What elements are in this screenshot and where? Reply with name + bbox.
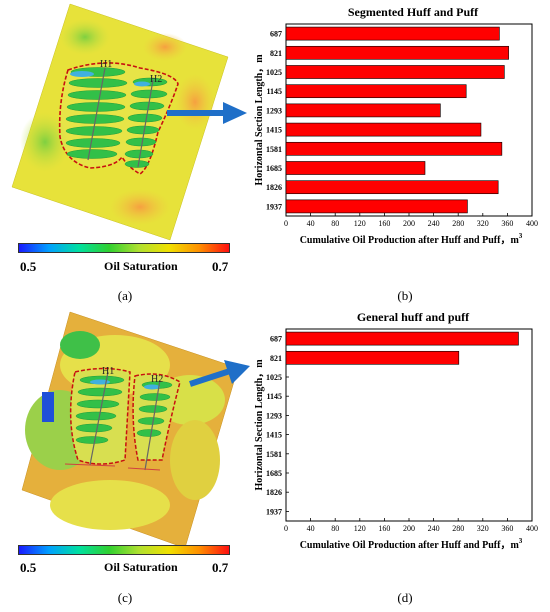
x-tick-label: 240 bbox=[428, 219, 440, 228]
x-tick-label: 360 bbox=[501, 219, 513, 228]
well-h1-label: H1 bbox=[102, 366, 114, 377]
caption-a: (a) bbox=[117, 288, 133, 303]
y-tick-label: 1415 bbox=[266, 126, 282, 135]
x-tick-label: 280 bbox=[452, 524, 464, 533]
x-tick-label: 0 bbox=[284, 219, 288, 228]
color-scale-max: 0.7 bbox=[212, 259, 229, 274]
bar bbox=[285, 331, 519, 346]
caption-c: (c) bbox=[117, 590, 133, 605]
fracture-marks bbox=[64, 463, 161, 471]
x-tick-label: 280 bbox=[452, 219, 464, 228]
color-scale-bar bbox=[18, 545, 230, 555]
x-tick-label: 320 bbox=[477, 219, 489, 228]
y-tick-label: 687 bbox=[270, 30, 282, 39]
bar bbox=[285, 45, 509, 60]
x-tick-label: 120 bbox=[354, 219, 366, 228]
segmented-fracture-stripes bbox=[65, 67, 168, 168]
y-tick-label: 1826 bbox=[266, 183, 282, 192]
x-axis-title: Cumulative Oil Production after Huff and… bbox=[300, 537, 523, 551]
chart-title: General huff and puff bbox=[357, 310, 470, 324]
y-tick-label: 1293 bbox=[266, 411, 282, 420]
oil-saturation-map-general: H1 H2 bbox=[21, 311, 239, 549]
y-tick-label: 1937 bbox=[266, 507, 282, 516]
x-tick-label: 200 bbox=[403, 219, 415, 228]
y-tick-label: 1293 bbox=[266, 106, 282, 115]
color-scale-title: Oil Saturation bbox=[104, 259, 178, 273]
x-tick-label: 120 bbox=[354, 524, 366, 533]
x-axis-title-superscript: 3 bbox=[519, 232, 523, 240]
y-tick-label: 1145 bbox=[266, 392, 282, 401]
y-axis-title: Horizontal Section Length，m bbox=[254, 359, 265, 491]
well-h2-trajectory bbox=[137, 79, 154, 168]
color-scale-min: 0.5 bbox=[20, 259, 37, 274]
bar bbox=[285, 141, 503, 156]
bar bbox=[285, 350, 460, 365]
color-scale-max: 0.7 bbox=[212, 560, 229, 575]
well-h2-trajectory bbox=[144, 379, 161, 471]
x-tick-label: 200 bbox=[403, 524, 415, 533]
oil-saturation-map-segmented: H1 H2 bbox=[11, 3, 229, 241]
x-tick-label: 400 bbox=[526, 524, 538, 533]
x-tick-label: 160 bbox=[378, 219, 390, 228]
arrow-icon bbox=[189, 360, 250, 387]
y-tick-label: 821 bbox=[270, 49, 282, 58]
color-scale-bar bbox=[18, 243, 230, 253]
well-h1-trajectory bbox=[87, 67, 106, 161]
caption-b: (b) bbox=[397, 288, 413, 303]
y-tick-label: 1145 bbox=[266, 87, 282, 96]
y-tick-label: 1826 bbox=[266, 488, 282, 497]
x-axis-title: Cumulative Oil Production after Huff and… bbox=[300, 232, 523, 246]
bar bbox=[285, 161, 426, 175]
x-tick-label: 40 bbox=[307, 524, 315, 533]
bar bbox=[285, 103, 441, 118]
y-tick-label: 821 bbox=[270, 354, 282, 363]
bar bbox=[285, 122, 482, 137]
y-tick-label: 1025 bbox=[266, 373, 282, 382]
y-tick-label: 1937 bbox=[266, 202, 282, 211]
x-tick-label: 160 bbox=[378, 524, 390, 533]
y-axis-title: Horizontal Section Length，m bbox=[254, 54, 265, 186]
y-tick-label: 1415 bbox=[266, 431, 282, 440]
y-tick-label: 1685 bbox=[266, 469, 282, 478]
x-tick-label: 80 bbox=[331, 524, 339, 533]
arrow-icon bbox=[167, 102, 247, 124]
bar bbox=[285, 26, 500, 41]
well-h2-label: H2 bbox=[150, 74, 162, 85]
x-tick-label: 240 bbox=[428, 524, 440, 533]
x-tick-label: 40 bbox=[307, 219, 315, 228]
bar bbox=[285, 65, 505, 79]
x-tick-label: 80 bbox=[331, 219, 339, 228]
chart-title: Segmented Huff and Puff bbox=[348, 5, 479, 19]
y-tick-label: 1581 bbox=[266, 145, 282, 154]
y-tick-label: 1025 bbox=[266, 68, 282, 77]
bar bbox=[285, 84, 467, 99]
x-tick-label: 0 bbox=[284, 524, 288, 533]
general-huff-puff-chart: General huff and puff 687 821 1025 1145 1293 1… bbox=[254, 310, 538, 551]
well-h1-trajectory bbox=[89, 371, 109, 466]
well-h2-label: H2 bbox=[151, 374, 163, 385]
color-scale-title: Oil Saturation bbox=[104, 560, 178, 574]
x-axis-title-superscript: 3 bbox=[519, 537, 523, 545]
bar bbox=[285, 199, 468, 214]
y-tick-label: 1685 bbox=[266, 164, 282, 173]
x-tick-label: 360 bbox=[501, 524, 513, 533]
bar bbox=[285, 180, 499, 195]
x-tick-label: 320 bbox=[477, 524, 489, 533]
segmented-huff-puff-chart: Segmented Huff and Puff 687 821 1025 1145 129… bbox=[254, 5, 538, 246]
caption-d: (d) bbox=[397, 590, 413, 605]
y-tick-label: 1581 bbox=[266, 450, 282, 459]
x-tick-label: 400 bbox=[526, 219, 538, 228]
color-scale-min: 0.5 bbox=[20, 560, 37, 575]
y-tick-label: 687 bbox=[270, 335, 282, 344]
well-h1-label: H1 bbox=[100, 59, 112, 70]
